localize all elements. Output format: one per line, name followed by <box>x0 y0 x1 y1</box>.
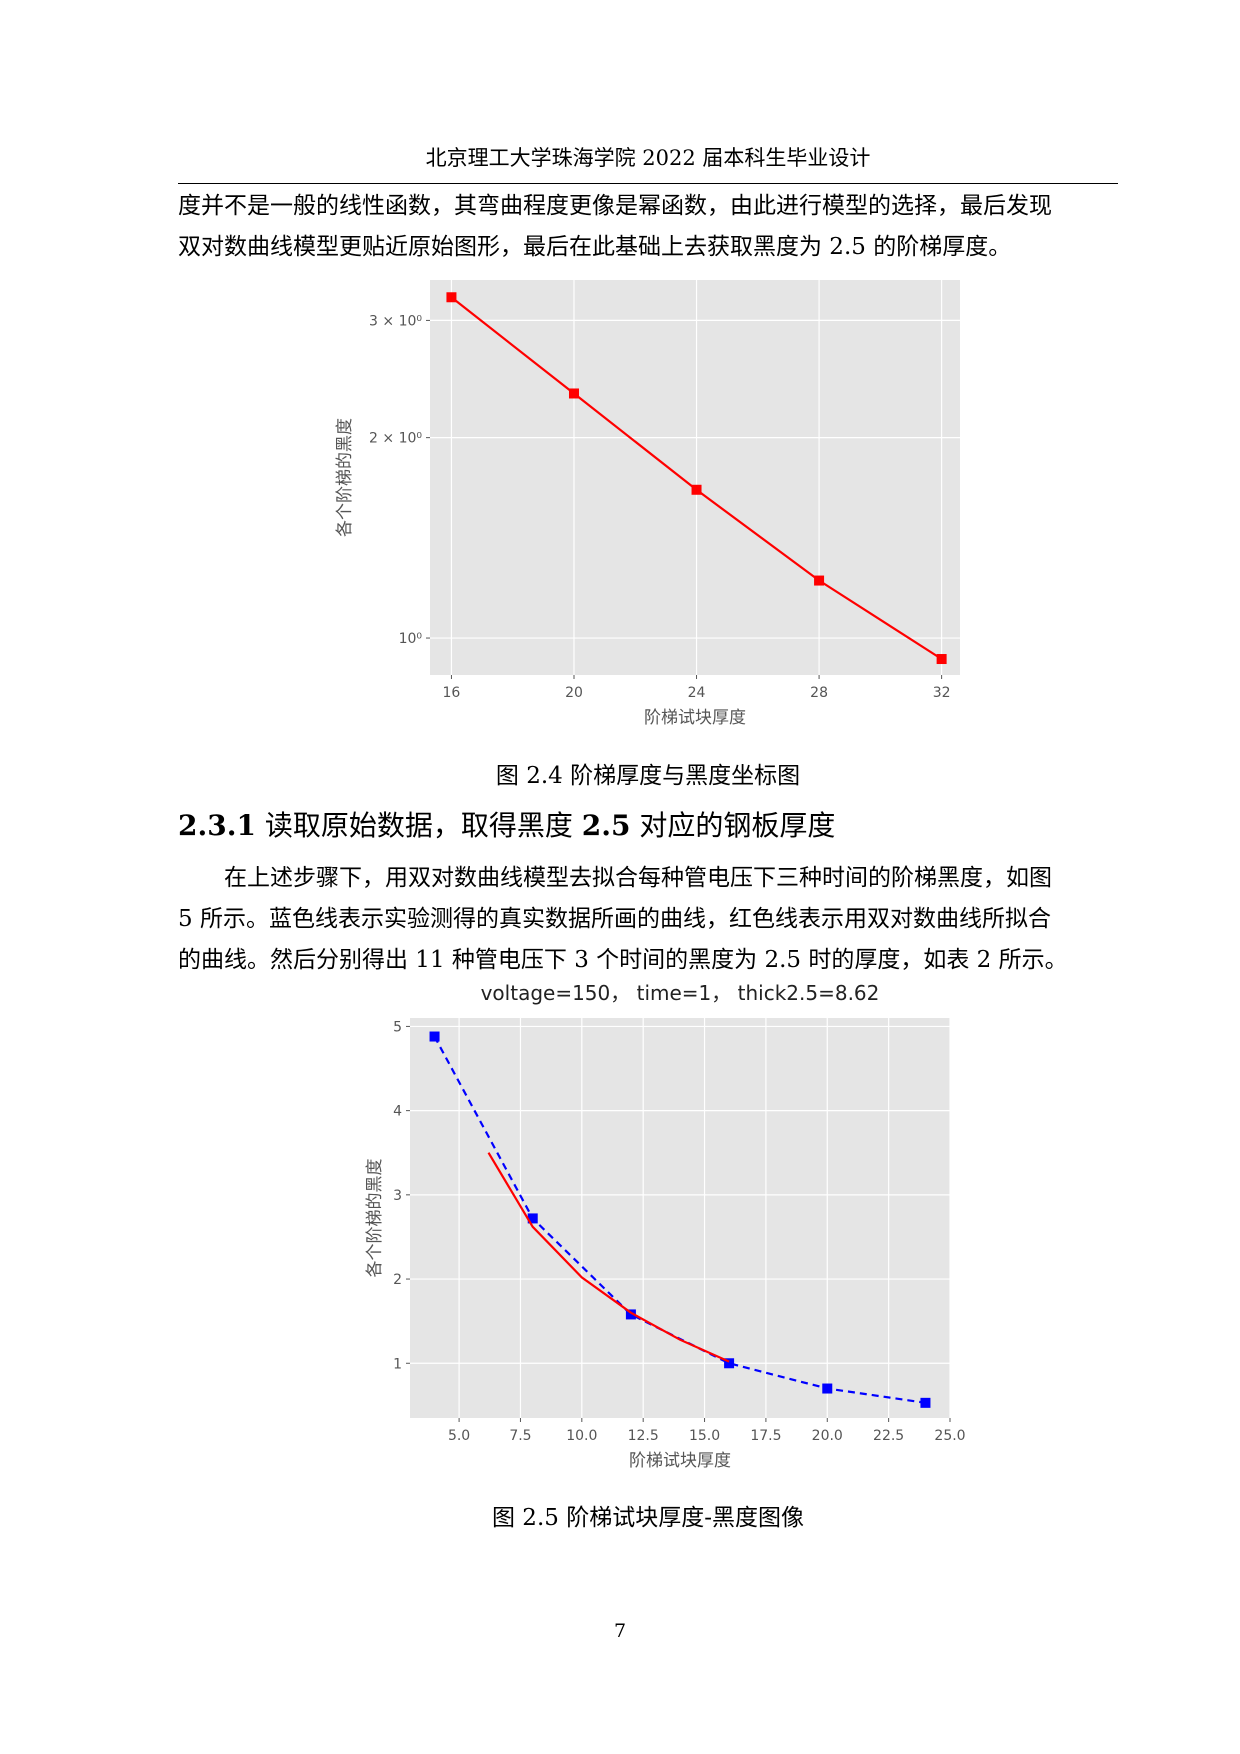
plot-area <box>430 280 960 675</box>
paragraph-line: 度并不是一般的线性函数，其弯曲程度更像是幂函数，由此进行模型的选择，最后发现 <box>178 193 1052 219</box>
y-tick-label: 5 <box>393 1019 402 1035</box>
paragraph-line: 双对数曲线模型更贴近原始图形，最后在此基础上去获取黑度为 2.5 的阶梯厚度。 <box>178 234 1012 260</box>
y-tick-label: 2 <box>393 1272 402 1288</box>
header-rule <box>178 183 1118 184</box>
x-tick-label: 15.0 <box>689 1428 720 1444</box>
page-number: 7 <box>613 1620 627 1642</box>
data-point-marker <box>446 292 457 303</box>
y-axis-label: 各个阶梯的黑度 <box>365 1159 385 1278</box>
x-tick-label: 16 <box>443 685 461 701</box>
x-tick-label: 22.5 <box>873 1428 904 1444</box>
data-point-marker <box>429 1031 440 1042</box>
data-point-marker <box>920 1397 931 1408</box>
data-point-marker <box>691 484 702 495</box>
y-tick-label: 3 × 10⁰ <box>369 313 422 329</box>
x-axis-label: 阶梯试块厚度 <box>644 708 746 728</box>
plot-area <box>410 1018 950 1418</box>
section-title-value: 2.5 <box>581 809 631 842</box>
data-point-marker <box>568 388 579 399</box>
y-tick-label: 4 <box>393 1104 402 1120</box>
x-tick-label: 24 <box>688 685 706 701</box>
data-point-marker <box>625 1309 636 1320</box>
x-axis-label: 阶梯试块厚度 <box>629 1451 731 1471</box>
figure-2-5-chart: 5.0 7.5 10.0 12.5 15.0 17.5 20.0 22.5 25.0 1 2 3 4 5 阶… <box>365 981 966 1471</box>
x-tick-label: 5.0 <box>448 1428 470 1444</box>
data-point-marker <box>724 1358 735 1369</box>
figure-2-5-caption: 图 2.5 阶梯试块厚度-黑度图像 <box>492 1505 804 1531</box>
x-tick-label: 7.5 <box>509 1428 531 1444</box>
section-heading: 2.3.1 读取原始数据，取得黑度 2.5 对应的钢板厚度 <box>178 804 835 844</box>
x-tick-label: 12.5 <box>628 1428 659 1444</box>
x-tick-label: 20.0 <box>812 1428 843 1444</box>
y-tick-label: 1 <box>393 1356 402 1372</box>
y-tick-label: 2 × 10⁰ <box>369 431 422 447</box>
x-tick-label: 28 <box>810 685 828 701</box>
data-point-marker <box>527 1213 538 1224</box>
y-tick-label: 10⁰ <box>399 631 423 647</box>
paragraph-line: 的曲线。然后分别得出 11 种管电压下 3 个时间的黑度为 2.5 时的厚度，如… <box>178 947 1068 973</box>
x-tick-label: 32 <box>933 685 951 701</box>
x-tick-label: 20 <box>565 685 583 701</box>
series-line <box>487 1152 730 1363</box>
y-tick-label: 3 <box>393 1188 402 1204</box>
running-header: 北京理工大学珠海学院 2022 届本科生毕业设计 <box>425 146 871 170</box>
data-point-marker <box>936 654 947 665</box>
data-point-marker <box>814 575 825 586</box>
section-title-tail: 对应的钢板厚度 <box>630 809 836 842</box>
x-tick-label: 17.5 <box>750 1428 781 1444</box>
x-tick-label: 10.0 <box>566 1428 597 1444</box>
figure-2-4-caption: 图 2.4 阶梯厚度与黑度坐标图 <box>495 763 801 789</box>
section-title: 读取原始数据，取得黑度 <box>255 809 582 842</box>
chart-title: voltage=150， time=1， thick2.5=8.62 <box>481 981 880 1005</box>
paragraph-line: 在上述步骤下，用双对数曲线模型去拟合每种管电压下三种时间的阶梯黑度，如图 <box>224 865 1052 891</box>
figure-2-4-chart: 16 20 24 28 32 3 × 10⁰ 2 × 10⁰ 10⁰ 阶梯试块厚度 各个阶梯的黑度 <box>335 280 960 728</box>
paragraph-line: 5 所示。蓝色线表示实验测得的真实数据所画的曲线，红色线表示用双对数曲线所拟合 <box>178 906 1051 932</box>
section-number: 2.3.1 <box>178 809 256 842</box>
y-axis-label: 各个阶梯的黑度 <box>335 418 355 537</box>
x-tick-label: 25.0 <box>934 1428 965 1444</box>
data-point-marker <box>822 1383 833 1394</box>
